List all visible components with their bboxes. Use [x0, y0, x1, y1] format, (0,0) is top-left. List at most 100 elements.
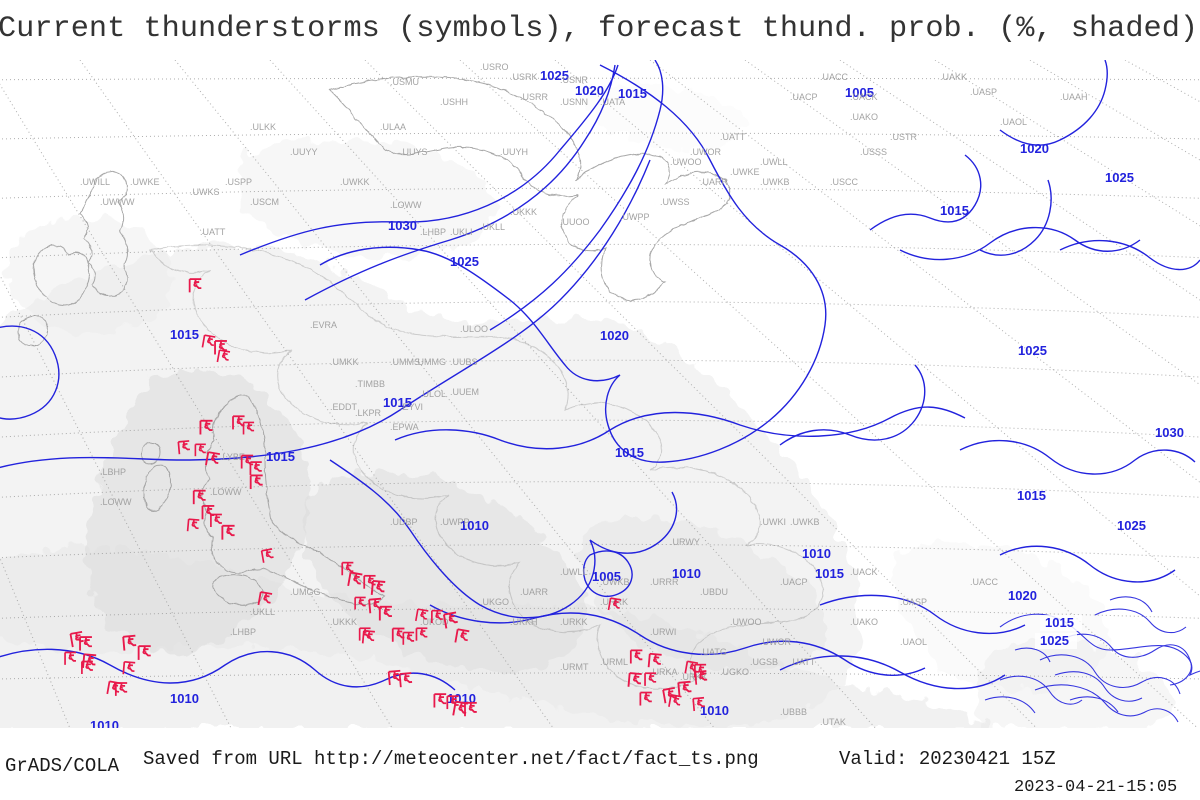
svg-text:1025: 1025: [1105, 170, 1134, 185]
svg-text:.TIMBB: .TIMBB: [355, 379, 385, 389]
svg-text:.UUYH: .UUYH: [500, 147, 528, 157]
svg-text:.UWSS: .UWSS: [660, 197, 690, 207]
svg-text:.UWOO: .UWOO: [670, 157, 702, 167]
svg-text:.UKGO: .UKGO: [480, 597, 509, 607]
svg-text:.UATA: .UATA: [600, 97, 625, 107]
svg-text:1015: 1015: [170, 327, 199, 342]
svg-text:.URRR: .URRR: [650, 577, 679, 587]
svg-text:.UARR: .UARR: [520, 587, 549, 597]
svg-text:.UDBP: .UDBP: [390, 517, 418, 527]
svg-text:.ULOL: .ULOL: [420, 389, 446, 399]
svg-text:.UKLI: .UKLI: [450, 227, 473, 237]
svg-text:1010: 1010: [700, 703, 729, 718]
svg-text:.USPP: .USPP: [225, 177, 252, 187]
svg-text:.UACP: .UACP: [780, 577, 808, 587]
svg-text:.USRK: .USRK: [510, 72, 538, 82]
svg-text:.UBBB: .UBBB: [780, 707, 807, 717]
svg-text:.UMMS: .UMMS: [390, 357, 420, 367]
svg-text:.UASP: .UASP: [970, 87, 997, 97]
svg-text:.UACC: .UACC: [970, 577, 999, 587]
svg-text:.UMKK: .UMKK: [330, 357, 359, 367]
svg-text:.UACK: .UACK: [850, 92, 878, 102]
svg-text:.URWY: .URWY: [670, 537, 700, 547]
svg-text:.UARR: .UARR: [700, 177, 729, 187]
svg-text:.UACK: .UACK: [850, 567, 878, 577]
svg-text:.UAKO: .UAKO: [850, 112, 878, 122]
svg-text:.EYVI: .EYVI: [400, 402, 423, 412]
svg-text:.UAKK: .UAKK: [940, 72, 967, 82]
svg-text:1025: 1025: [1040, 633, 1069, 648]
svg-text:.URML: .URML: [600, 657, 628, 667]
svg-text:1015: 1015: [266, 449, 295, 464]
svg-text:.LOWW: .LOWW: [390, 200, 422, 210]
svg-text:.UGKO: .UGKO: [720, 667, 749, 677]
svg-text:.EDDT: .EDDT: [330, 402, 358, 412]
svg-text:.UKLL: .UKLL: [480, 222, 505, 232]
svg-text:.URMT: .URMT: [560, 662, 589, 672]
svg-text:1025: 1025: [450, 254, 479, 269]
svg-text:.UAKO: .UAKO: [850, 617, 878, 627]
svg-text:.UWPP: .UWPP: [620, 212, 650, 222]
svg-text:1015: 1015: [615, 445, 644, 460]
svg-text:.USRR: .USRR: [520, 92, 549, 102]
svg-text:.ULAA: .ULAA: [380, 122, 406, 132]
svg-text:.USSS: .USSS: [860, 147, 887, 157]
svg-text:.UKKH: .UKKH: [510, 617, 538, 627]
svg-text:.LKPR: .LKPR: [355, 408, 382, 418]
svg-text:1025: 1025: [1018, 343, 1047, 358]
svg-text:.USTR: .USTR: [890, 132, 918, 142]
svg-text:.USHH: .USHH: [440, 97, 468, 107]
svg-text:.USRO: .USRO: [480, 62, 509, 72]
svg-text:.LBHP: .LBHP: [100, 467, 126, 477]
svg-text:.UUEM: .UUEM: [450, 387, 479, 397]
svg-text:.UWKB: .UWKB: [760, 177, 790, 187]
svg-text:.UWOO: .UWOO: [730, 617, 762, 627]
svg-text:.UUOO: .UUOO: [560, 217, 590, 227]
svg-text:.EVRA: .EVRA: [310, 320, 337, 330]
svg-text:1015: 1015: [1045, 615, 1074, 630]
svg-text:1015: 1015: [1017, 488, 1046, 503]
svg-text:1020: 1020: [600, 328, 629, 343]
svg-text:1020: 1020: [1008, 588, 1037, 603]
svg-text:.UWKI: .UWKI: [760, 517, 786, 527]
svg-text:.UWKB: .UWKB: [790, 517, 820, 527]
svg-text:.UKKK: .UKKK: [510, 207, 537, 217]
svg-text:.UUYY: .UUYY: [290, 147, 318, 157]
svg-text:.UWKS: .UWKS: [190, 187, 220, 197]
svg-text:.UWLL: .UWLL: [760, 157, 788, 167]
svg-text:.UASP: .UASP: [900, 597, 927, 607]
svg-text:.USNN: .USNN: [560, 97, 588, 107]
svg-text:.UATT: .UATT: [790, 657, 816, 667]
svg-text:.UWWW: .UWWW: [100, 197, 135, 207]
svg-text:1025: 1025: [1117, 518, 1146, 533]
svg-text:.LOWW: .LOWW: [100, 497, 132, 507]
svg-text:.UWKE: .UWKE: [730, 167, 760, 177]
svg-text:.USNR: .USNR: [560, 75, 589, 85]
svg-text:.UBDU: .UBDU: [700, 587, 728, 597]
svg-text:.UUYS: .UUYS: [400, 147, 428, 157]
svg-text:.UACC: .UACC: [820, 72, 849, 82]
svg-text:.UWKB: .UWKB: [600, 577, 630, 587]
svg-text:.UWPP: .UWPP: [440, 517, 470, 527]
svg-text:.UAOL: .UAOL: [900, 637, 927, 647]
svg-text:1010: 1010: [90, 718, 119, 733]
svg-text:.URWI: .URWI: [650, 627, 676, 637]
svg-text:1030: 1030: [1155, 425, 1184, 440]
svg-text:.UKLL: .UKLL: [250, 607, 275, 617]
svg-text:.LHBP: .LHBP: [420, 227, 446, 237]
svg-text:.USMU: .USMU: [390, 77, 419, 87]
svg-text:.UWKE: .UWKE: [130, 177, 160, 187]
svg-text:.LOWW: .LOWW: [210, 487, 242, 497]
svg-text:1020: 1020: [1020, 141, 1049, 156]
svg-text:.UATT: .UATT: [200, 227, 226, 237]
svg-text:.UATG: .UATG: [700, 647, 727, 657]
svg-text:.ULKK: .ULKK: [250, 122, 276, 132]
svg-text:.UAOL: .UAOL: [1000, 117, 1027, 127]
svg-text:.UUBS: .UUBS: [450, 357, 478, 367]
svg-text:1010: 1010: [802, 546, 831, 561]
svg-text:.USCC: .USCC: [830, 177, 859, 187]
svg-text:1020: 1020: [575, 83, 604, 98]
svg-text:.UWILL: .UWILL: [80, 177, 110, 187]
svg-text:.URKK: .URKK: [560, 617, 588, 627]
svg-text:.UWOR: .UWOR: [690, 147, 721, 157]
